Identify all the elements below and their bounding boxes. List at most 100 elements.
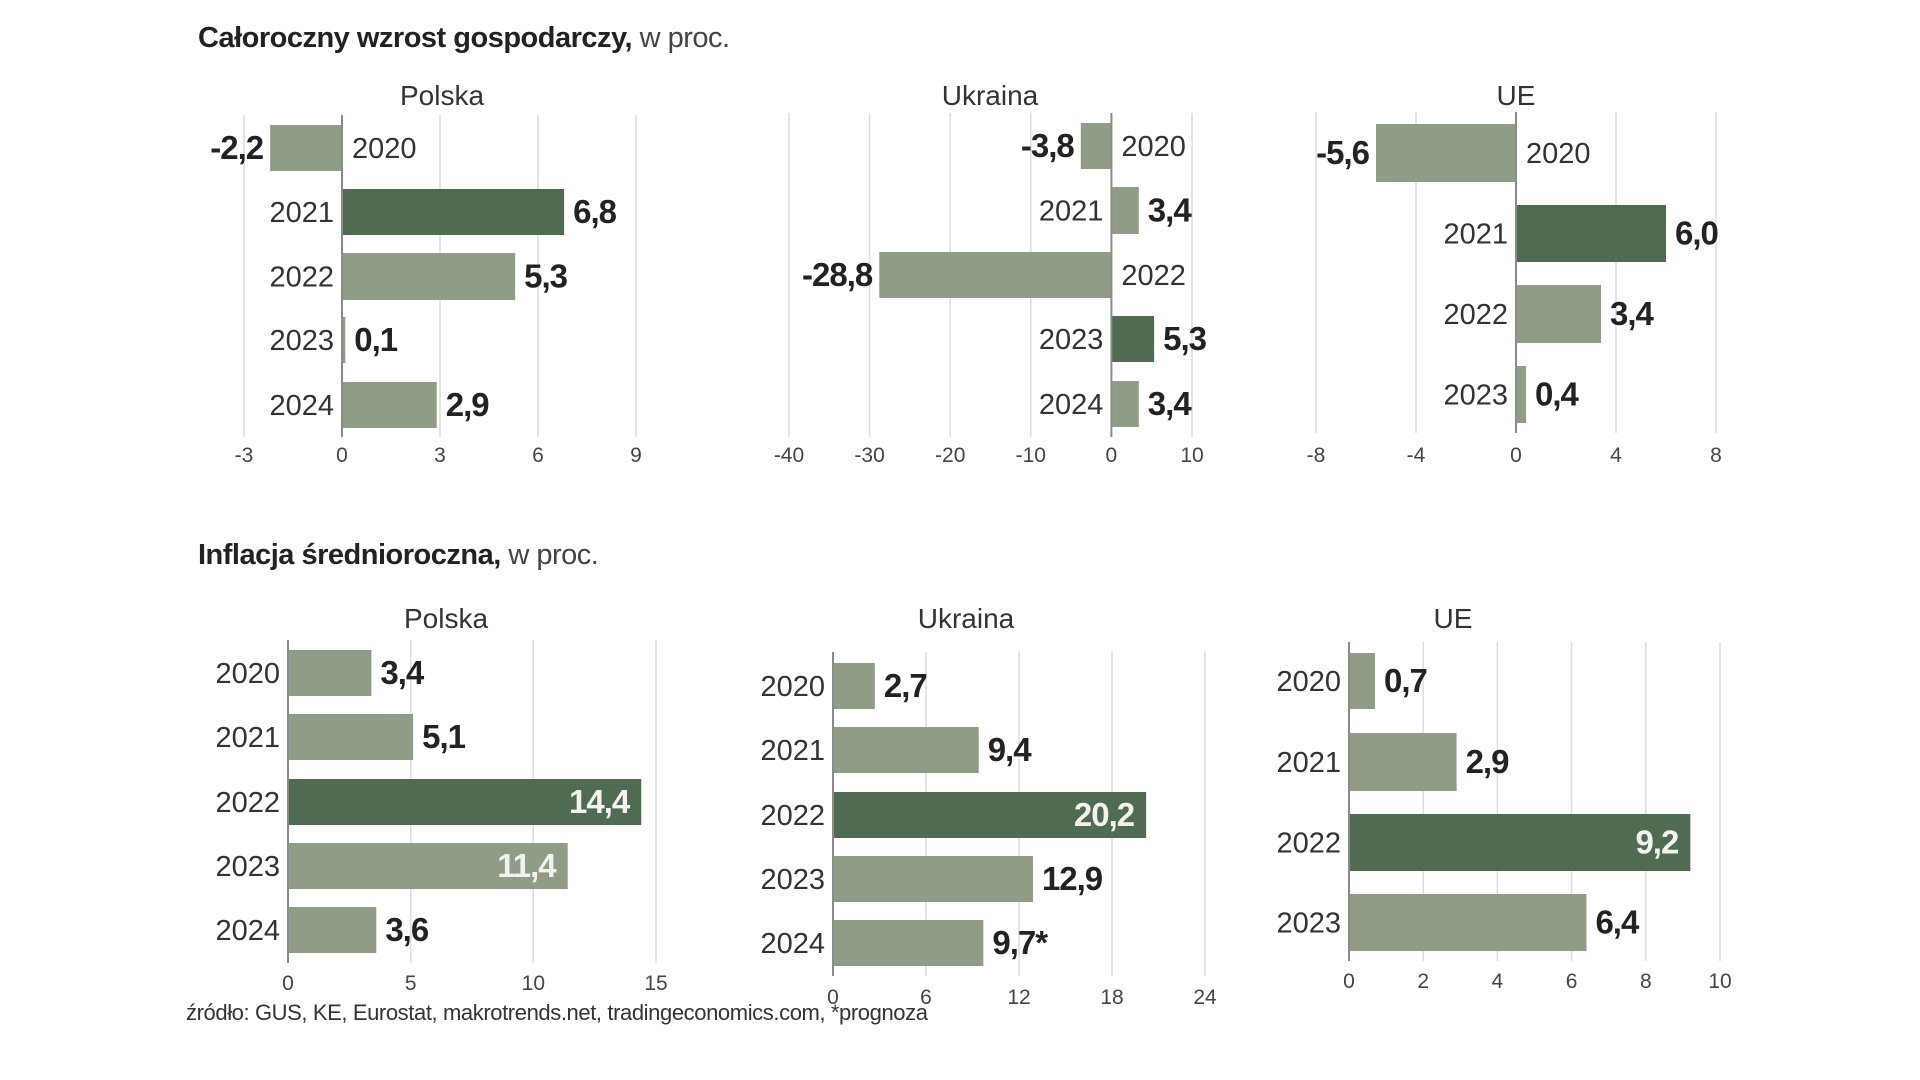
value-label: 6,4: [1595, 904, 1640, 941]
bar-2020: [1376, 124, 1516, 182]
category-label: 2021: [1039, 196, 1104, 228]
x-tick-label: 3: [434, 444, 446, 467]
category-label: 2021: [1276, 747, 1341, 779]
x-tick-label: 8: [1710, 444, 1722, 467]
value-label: 14,4: [569, 783, 631, 820]
value-label: 0,1: [354, 321, 398, 358]
category-label: 2023: [269, 325, 334, 357]
x-tick-label: -8: [1307, 444, 1326, 467]
bar-2020: [1080, 123, 1112, 169]
x-tick-label: 0: [1510, 444, 1522, 467]
panel-title: Ukraina: [942, 80, 1039, 111]
x-tick-label: -10: [1016, 444, 1046, 467]
bar-2020: [288, 650, 372, 696]
bar-2021: [833, 727, 979, 773]
category-label: 2021: [1443, 219, 1508, 251]
bar-2021: [1111, 187, 1139, 234]
x-tick-label: -30: [854, 444, 884, 467]
value-label: 12,9: [1042, 860, 1103, 897]
category-label: 2022: [1121, 260, 1186, 292]
bar-2022: [342, 253, 516, 300]
category-label: 2023: [760, 864, 825, 896]
category-label: 2022: [760, 800, 825, 832]
x-tick-label: 8: [1640, 970, 1652, 993]
x-tick-label: 9: [630, 444, 642, 467]
category-label: 2024: [1039, 389, 1104, 421]
x-tick-label: 12: [1007, 986, 1030, 1009]
chart-inflation-ue: UE 0 2 4 6 8 10 0,7 2020 2,9 2021 9,2 2022 6,4 2023: [1276, 603, 1731, 993]
x-tick-label: 2: [1417, 970, 1429, 993]
category-label: 2021: [215, 722, 280, 754]
x-tick-label: 6: [1566, 970, 1578, 993]
category-label: 2021: [269, 197, 334, 229]
value-label: 3,4: [1610, 295, 1655, 332]
x-tick-label: -4: [1407, 444, 1426, 467]
panel-title: Polska: [404, 603, 488, 634]
bar-2024: [1111, 381, 1139, 427]
value-label: 9,4: [988, 731, 1033, 768]
value-label: -28,8: [802, 256, 873, 293]
category-label: 2024: [215, 915, 280, 947]
x-tick-label: 10: [1180, 444, 1203, 467]
source-footnote: źródło: GUS, KE, Eurostat, makrotrends.n…: [186, 1000, 928, 1025]
category-label: 2020: [352, 133, 417, 165]
bar-2023: [1111, 316, 1155, 362]
x-tick-label: 6: [532, 444, 544, 467]
chart-growth-ukraina: Ukraina -40 -30 -20 -10 0 10 -3,8 2020 3,4 2021 -28…: [774, 80, 1208, 467]
value-label: 2,9: [1466, 743, 1510, 780]
chart-inflation-ukraina: Ukraina 0 6 12 18 24 2,7 2020 9,4 2021 20,2 2022 12,…: [760, 603, 1217, 1009]
panel-title: UE: [1497, 80, 1536, 111]
category-label: 2024: [269, 390, 334, 422]
x-tick-label: 24: [1193, 986, 1217, 1009]
category-label: 2023: [215, 851, 280, 883]
value-label: 11,4: [497, 847, 557, 884]
bar-2023: [1516, 366, 1526, 423]
bar-2022: [288, 779, 642, 825]
section-title-growth-bold: Całoroczny wzrost gospodarczy,: [198, 22, 633, 54]
value-label: 2,9: [446, 386, 490, 423]
value-label: 0,7: [1384, 662, 1427, 699]
x-tick-label: 4: [1492, 970, 1504, 993]
bar-2021: [288, 714, 414, 760]
chart-inflation-polska: Polska 0 5 10 15 3,4 2020 5,1 2021 14,4 2022 11,4 20…: [215, 603, 667, 995]
category-label: 2020: [1121, 131, 1186, 163]
x-tick-label: 0: [1343, 970, 1355, 993]
bar-2021: [1516, 205, 1666, 262]
panel-title: Ukraina: [918, 603, 1015, 634]
x-tick-label: 15: [644, 972, 667, 995]
value-label: 9,2: [1635, 824, 1679, 861]
x-tick-label: -3: [235, 444, 254, 467]
value-label: -2,2: [210, 129, 264, 166]
value-label: 5,1: [422, 718, 466, 755]
bar-2021: [1349, 733, 1457, 791]
category-label: 2022: [215, 787, 280, 819]
panel-title: Polska: [400, 80, 484, 111]
bar-2024: [342, 382, 437, 428]
category-label: 2022: [1443, 299, 1508, 331]
x-tick-label: 0: [1106, 444, 1118, 467]
value-label: 0,4: [1535, 376, 1580, 413]
value-label: 3,4: [380, 654, 425, 691]
section-title-inflation: Inflacja średnioroczna, w proc.: [198, 539, 599, 572]
x-tick-label: -40: [774, 444, 804, 467]
category-label: 2022: [1276, 828, 1341, 860]
x-tick-label: 0: [336, 444, 348, 467]
value-label: 2,7: [884, 667, 927, 704]
x-tick-label: 5: [405, 972, 417, 995]
section-title-inflation-bold: Inflacja średnioroczna,: [198, 539, 501, 571]
bar-2020: [270, 125, 342, 171]
section-title-inflation-unit: w proc.: [500, 539, 599, 571]
x-tick-label: 18: [1100, 986, 1123, 1009]
bar-2023: [833, 856, 1033, 902]
x-tick-label: 0: [827, 986, 839, 1009]
x-tick-label: -20: [935, 444, 965, 467]
category-label: 2023: [1039, 324, 1104, 356]
value-label: -5,6: [1316, 134, 1370, 171]
x-tick-label: 10: [522, 972, 545, 995]
bar-2022: [1349, 814, 1691, 871]
value-label: -3,8: [1021, 127, 1075, 164]
value-label: 20,2: [1074, 796, 1135, 833]
bar-2020: [833, 663, 875, 709]
category-label: 2020: [760, 671, 825, 703]
section-title-growth: Całoroczny wzrost gospodarczy, w proc.: [198, 22, 730, 55]
